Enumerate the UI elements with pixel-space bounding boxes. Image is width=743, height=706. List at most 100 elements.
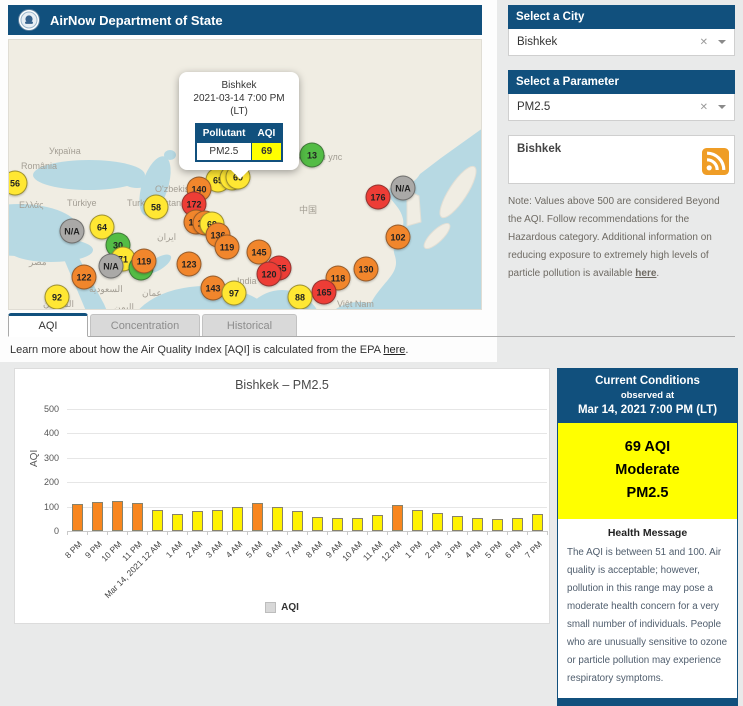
map-aqi-marker[interactable]: 92 [44, 284, 70, 309]
chart-bar[interactable] [131, 503, 143, 531]
chart-bar[interactable] [391, 505, 403, 531]
parameter-select-panel: Select a Parameter PM2.5 ✕ [508, 70, 735, 121]
map-aqi-marker[interactable]: 56 [9, 170, 28, 196]
map-aqi-marker[interactable]: N/A [390, 175, 416, 201]
chart-bar[interactable] [511, 518, 523, 531]
chart-bar[interactable] [411, 510, 423, 531]
x-axis-tick [187, 531, 188, 535]
map-aqi-marker[interactable]: 123 [176, 251, 202, 277]
popup-col-aqi: AQI [251, 124, 283, 143]
conditions-observed-label: observed at [620, 390, 675, 401]
chart-bar[interactable] [151, 510, 163, 531]
chart-bar[interactable] [291, 511, 303, 531]
x-axis-tick [527, 531, 528, 535]
y-axis-tick-label: 0 [53, 526, 59, 536]
y-axis-tick-label: 400 [43, 428, 59, 439]
tab-aqi[interactable]: AQI [8, 313, 88, 337]
gridline [67, 457, 547, 459]
map-country-label: السعودية [89, 284, 123, 294]
map-aqi-marker[interactable]: 143 [200, 275, 226, 301]
x-axis-label: 8 AM [303, 539, 325, 560]
chart-bar[interactable] [231, 507, 243, 531]
chart-bar[interactable] [71, 504, 83, 531]
x-axis-tick [487, 531, 488, 535]
map-country-label: Ελλάς [19, 200, 44, 210]
epa-here-link[interactable]: here [383, 344, 406, 356]
chart-bar[interactable] [111, 501, 123, 531]
x-axis-tick [147, 531, 148, 535]
parameter-select[interactable]: PM2.5 ✕ [508, 94, 735, 121]
clear-parameter-icon[interactable]: ✕ [699, 101, 708, 113]
map-aqi-marker[interactable]: 120 [256, 261, 282, 287]
x-axis-tick [467, 531, 468, 535]
health-message-block: Health Message The AQI is between 51 and… [558, 519, 737, 699]
chart-bar[interactable] [271, 507, 283, 531]
chart-bar[interactable] [371, 515, 383, 531]
map-aqi-marker[interactable]: N/A [59, 218, 85, 244]
chart-bar[interactable] [351, 518, 363, 531]
chart-bar[interactable] [471, 518, 483, 531]
chevron-down-icon[interactable] [718, 40, 726, 48]
map-aqi-marker[interactable]: 130 [353, 256, 379, 282]
legend-swatch [265, 602, 277, 613]
conditions-observed-time: Mar 14, 2021 7:00 PM (LT) [577, 404, 718, 416]
chart-bar[interactable] [531, 514, 543, 531]
chart-bar[interactable] [431, 513, 443, 531]
current-conditions-panel: Current Conditions observed at Mar 14, 2… [557, 368, 738, 706]
tab-historical[interactable]: Historical [202, 314, 297, 336]
clear-city-icon[interactable]: ✕ [699, 36, 708, 48]
chart-bar[interactable] [211, 510, 223, 531]
map-country-label: Україна [49, 146, 81, 156]
chart-legend[interactable]: AQI [15, 602, 549, 613]
map-aqi-marker[interactable]: 97 [221, 280, 247, 306]
chart-bar[interactable] [491, 519, 503, 531]
map-aqi-marker[interactable]: 58 [143, 194, 169, 220]
map-aqi-marker[interactable]: 119 [131, 248, 157, 274]
chart-title: Bishkek – PM2.5 [235, 378, 329, 392]
chart-bar[interactable] [171, 514, 183, 531]
legend-label: AQI [281, 602, 299, 613]
tab-concentration[interactable]: Concentration [90, 314, 200, 336]
map-country-label: مصر [29, 257, 47, 267]
map-aqi-marker[interactable]: 88 [287, 284, 313, 309]
aqi-note: Note: Values above 500 are considered Be… [508, 193, 735, 283]
chart-bar[interactable] [331, 518, 343, 531]
rss-icon[interactable] [702, 148, 729, 178]
conditions-footer-bar [558, 698, 737, 706]
learn-more-prefix: Learn more about how the Air Quality Ind… [10, 344, 384, 356]
x-axis-label: 4 PM [462, 539, 485, 561]
page-title: AirNow Department of State [50, 12, 223, 28]
x-axis-tick [407, 531, 408, 535]
chart-bar[interactable] [451, 516, 463, 531]
learn-more-text: Learn more about how the Air Quality Ind… [10, 344, 408, 356]
map-country-label: ايران [157, 232, 177, 242]
health-message-title: Health Message [607, 526, 688, 539]
dos-seal-logo [18, 9, 40, 31]
note-here-link[interactable]: here [635, 268, 657, 279]
map-aqi-marker[interactable]: 122 [71, 264, 97, 290]
x-axis-tick [287, 531, 288, 535]
map-aqi-marker[interactable]: 13 [299, 142, 325, 168]
chart-bar[interactable] [91, 502, 103, 531]
chart-bar[interactable] [191, 511, 203, 531]
map-aqi-marker[interactable]: 102 [385, 224, 411, 250]
city-select-panel: Select a City Bishkek ✕ [508, 5, 735, 56]
gridline [67, 409, 547, 410]
map-aqi-marker[interactable]: 165 [311, 279, 337, 305]
map-country-label: عمان [142, 288, 162, 298]
x-axis-label: 3 PM [442, 539, 465, 561]
chevron-down-icon[interactable] [718, 105, 726, 113]
map-popup[interactable]: Bishkek 2021-03-14 7:00 PM (LT) Pollutan… [179, 72, 299, 179]
chart-bar[interactable] [311, 517, 323, 531]
city-select[interactable]: Bishkek ✕ [508, 29, 735, 56]
chart-panel: Bishkek – PM2.5 AQI 0 100 200 300 400 500 8 PM… [14, 368, 550, 624]
x-axis-tick [227, 531, 228, 535]
map-aqi-marker[interactable]: N/A [98, 253, 124, 279]
tab-bar: AQI Concentration Historical [8, 313, 735, 337]
conditions-pollutant: PM2.5 [626, 485, 669, 502]
map-aqi-marker[interactable]: 145 [246, 239, 272, 265]
map[interactable]: УкраїнаRomâniaΕλλάςTürkiyeO'zbekistonTur… [8, 39, 482, 310]
chart-bar[interactable] [251, 503, 263, 531]
map-aqi-marker[interactable]: 119 [214, 234, 240, 260]
map-aqi-marker[interactable]: 176 [365, 184, 391, 210]
